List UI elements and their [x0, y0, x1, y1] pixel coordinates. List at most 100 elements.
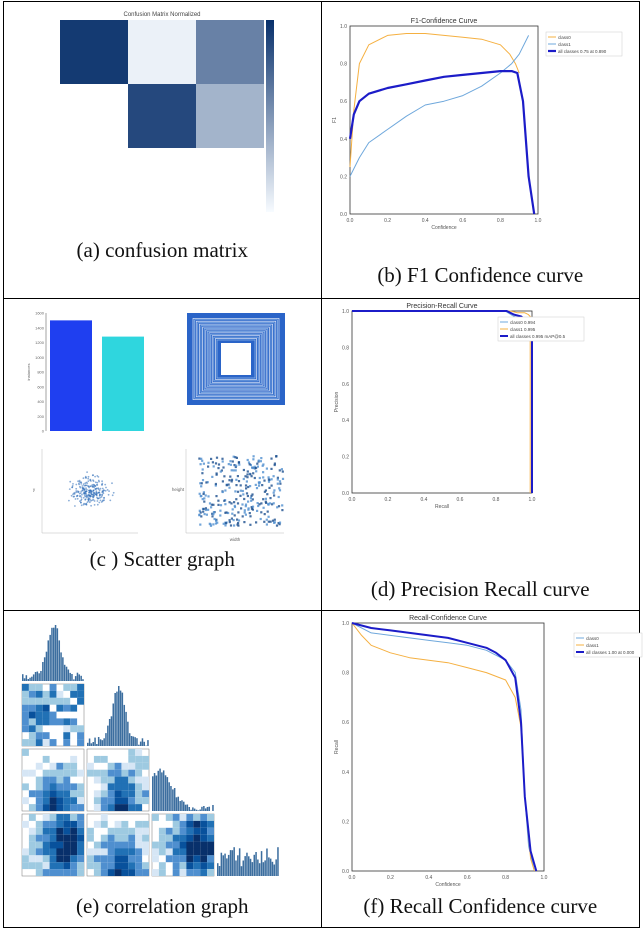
scatter-wh-point: [260, 511, 263, 514]
scatter-xy-point: [104, 489, 107, 492]
f1_confidence-y-tick: 0.2: [340, 174, 347, 180]
pair-density-cell: [35, 762, 43, 770]
scatter-wh-point: [244, 484, 248, 487]
pair-density-cell: [114, 783, 122, 791]
scatter-wh-point: [214, 462, 218, 465]
scatter-wh-point: [201, 479, 205, 482]
pair-histogram-bar: [112, 703, 115, 746]
scatter-xy-point: [112, 491, 115, 494]
scatter-wh-point: [252, 455, 255, 458]
pair-density-cell: [152, 848, 159, 856]
pair-density-cell: [100, 776, 108, 784]
scatter-xy-point: [83, 502, 85, 505]
pair-density-cell: [107, 783, 115, 791]
scatter-wh-point: [235, 456, 238, 459]
confusion-matrix-cell: [128, 84, 196, 148]
pair-density-cell: [172, 820, 180, 828]
recall_confidence-x-label: Confidence: [435, 882, 461, 888]
pair-density-cell: [142, 776, 149, 784]
pair-density-cell: [35, 869, 43, 876]
pair-density-cell: [93, 790, 101, 798]
pair-density-cell: [200, 834, 208, 842]
box-overlay-outline: [197, 322, 275, 396]
scatter-wh-point: [211, 461, 214, 464]
pair-histogram-bar: [159, 768, 161, 811]
scatter-wh-point: [256, 502, 259, 505]
scatter-wh-point: [272, 502, 275, 505]
pair-histogram-bar: [164, 775, 167, 811]
scatter-xy-point: [101, 483, 103, 486]
pair-histogram-bar: [65, 666, 68, 681]
scatter-wh-point: [210, 506, 213, 509]
scatter-xy-point: [82, 489, 84, 492]
scatter-wh-point: [275, 455, 278, 458]
pair-density-cell: [207, 841, 214, 849]
box-overlay-outline: [213, 336, 259, 382]
pair-density-cell: [77, 690, 84, 698]
scatter-wh-point: [235, 498, 238, 501]
pair-density-cell: [63, 776, 71, 784]
scatter-wh-point: [205, 513, 208, 516]
scatter-wh-point: [204, 507, 207, 510]
scatter-wh-point: [270, 457, 273, 460]
pair-density-cell: [207, 834, 214, 842]
scatter-xy-point: [101, 487, 104, 490]
pair-density-cell: [93, 820, 101, 828]
pair-density-cell: [158, 827, 166, 835]
scatter-wh-point: [255, 521, 258, 524]
pair-density-cell: [179, 848, 187, 856]
scatter-xy-point: [92, 496, 95, 498]
pair-density-cell: [70, 690, 78, 698]
pair-density-cell: [77, 820, 84, 828]
pair-histogram-bar: [92, 742, 95, 746]
panel-a: Confusion Matrix Normalized (a) confusio…: [3, 1, 322, 299]
precision_recall-plot-frame: [351, 310, 532, 494]
scatter-xy-point: [104, 483, 107, 486]
colorbar: [266, 20, 274, 212]
pair-density-cell: [128, 783, 136, 791]
scatter-wh-point: [272, 491, 275, 494]
scatter-xy-point: [68, 488, 71, 490]
scatter-wh-point: [255, 470, 258, 473]
scatter-wh-point: [275, 524, 279, 527]
pair-histogram-bar: [132, 736, 135, 746]
pair-histogram-bar: [242, 860, 245, 876]
pair-density-cell: [121, 841, 129, 849]
pair-density-cell: [107, 827, 115, 835]
scatter-wh-point: [264, 497, 267, 500]
scatter-wh-point: [247, 508, 250, 511]
scatter-xy-point: [89, 485, 91, 488]
scatter-xy-point: [91, 493, 93, 496]
pair-histogram-bar: [238, 848, 241, 876]
scatter-wh-point: [219, 509, 222, 512]
scatter-wh-point: [253, 476, 256, 480]
pair-density-cell: [28, 790, 36, 798]
pair-density-cell: [56, 762, 64, 770]
scatter-xy-point: [98, 495, 101, 497]
pair-density-cell: [42, 841, 50, 849]
pair-histogram-bar: [99, 739, 102, 746]
scatter-wh-point: [267, 480, 271, 483]
pair-density-cell: [121, 869, 129, 876]
label-bar-y-tick: 1000: [35, 355, 45, 360]
pair-density-cell: [63, 820, 71, 828]
pair-density-cell: [114, 769, 122, 777]
pair-density-cell: [70, 684, 78, 691]
pair-density-cell: [200, 848, 208, 856]
pair-histogram-bar: [231, 850, 234, 876]
pair-histogram-bar: [224, 853, 226, 876]
pair-density-cell: [42, 769, 50, 777]
pair-histogram-bar: [173, 788, 176, 811]
scatter-xy-point: [101, 490, 104, 493]
pair-density-cell: [142, 755, 149, 763]
scatter-wh-point: [262, 471, 265, 474]
pair-histogram-bar: [172, 789, 174, 811]
box-overlay-outline: [210, 333, 262, 385]
scatter-wh-point: [239, 489, 242, 492]
scatter-wh-point: [207, 465, 210, 468]
scatter-wh-point: [213, 517, 216, 521]
pair-density-cell: [63, 769, 71, 777]
scatter-wh-point: [215, 519, 218, 522]
scatter-wh-point: [202, 492, 205, 495]
scatter-wh-point: [276, 482, 279, 485]
